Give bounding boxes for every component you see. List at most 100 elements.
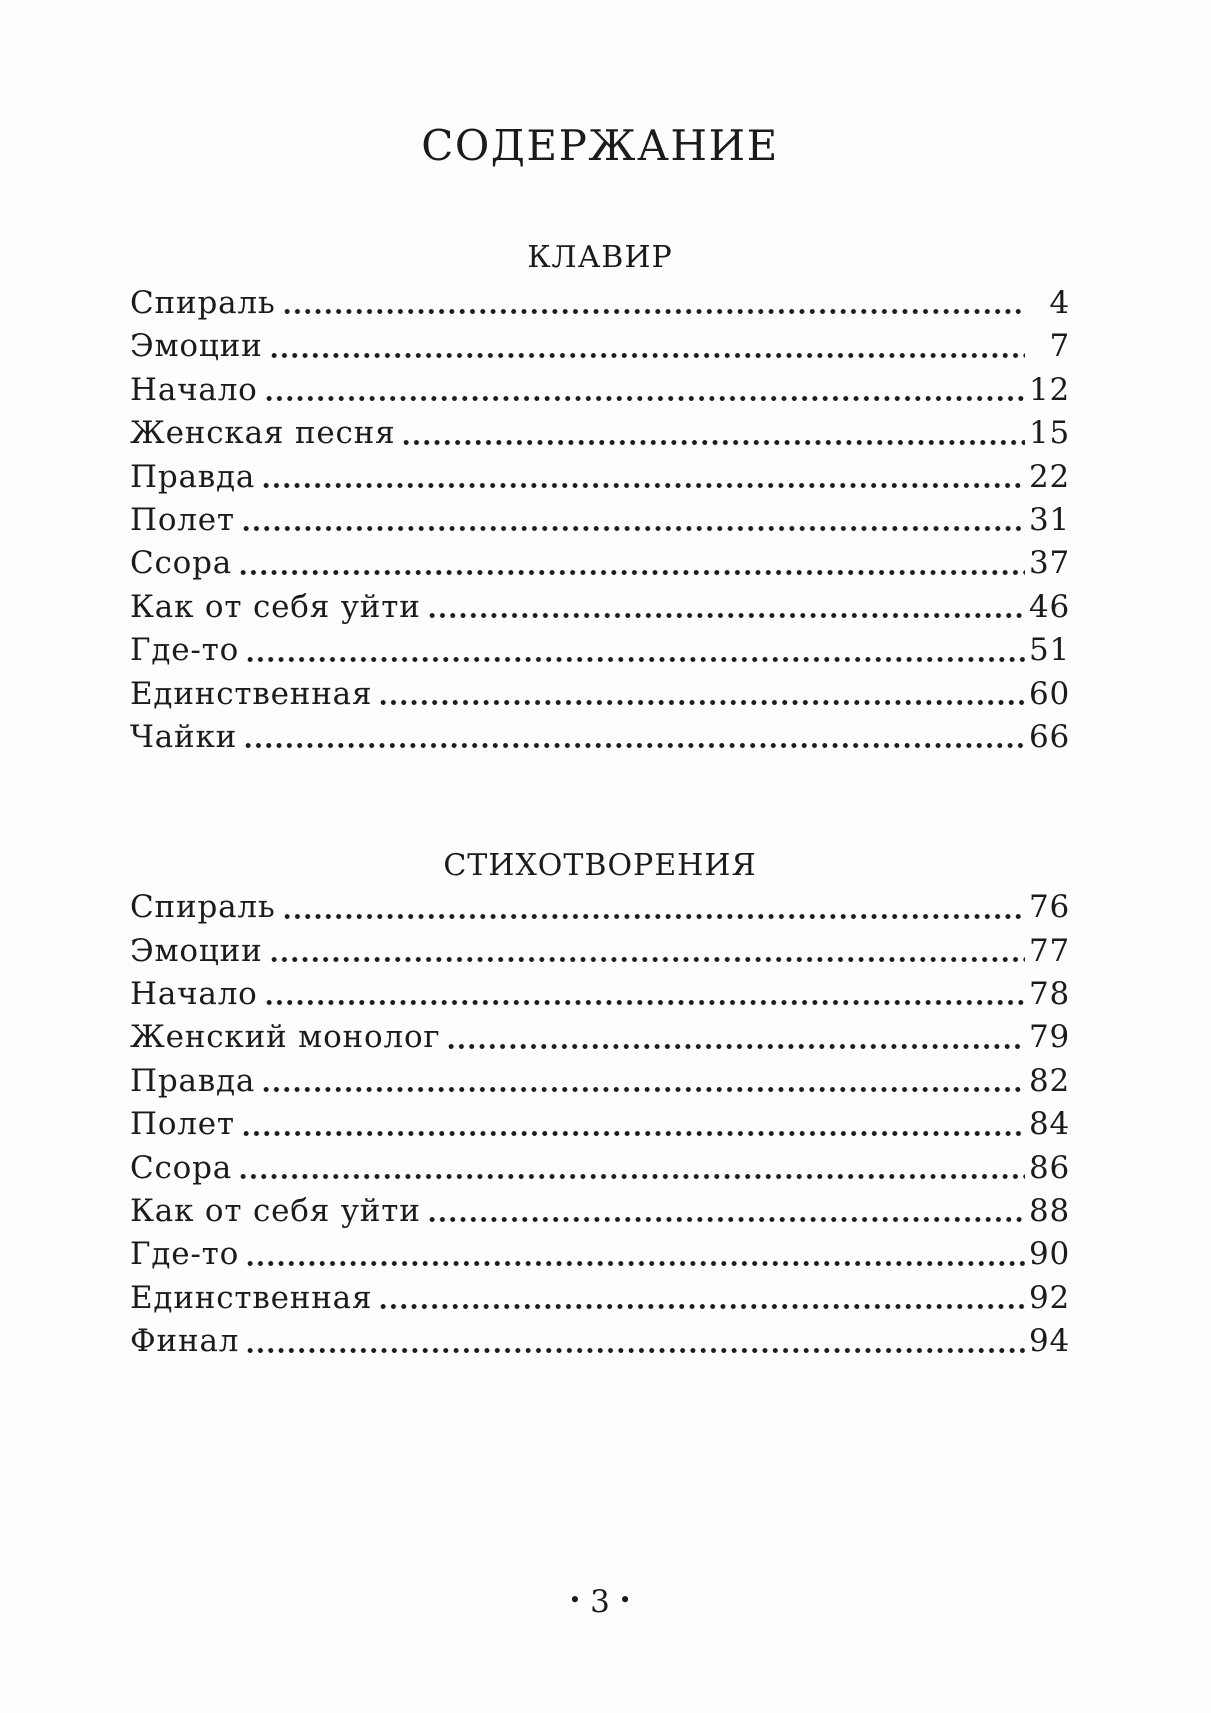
toc-entry-title: Ссора	[130, 1149, 233, 1186]
contents-page: СОДЕРЖАНИЕ КЛАВИР Спираль 4 Эмоции 7 Нач…	[130, 121, 1070, 1364]
dot-leader	[245, 629, 1025, 673]
toc-entry-page-number: 7	[1049, 328, 1070, 365]
dot-leader	[261, 1059, 1025, 1104]
toc-entry-page-number: 4	[1049, 285, 1070, 321]
dot-leader	[261, 455, 1025, 499]
toc-entry-page-number: 77	[1028, 932, 1070, 969]
toc-entry: Ссора 37	[130, 542, 1070, 586]
page-title: СОДЕРЖАНИЕ	[421, 121, 779, 170]
dot-leader	[446, 1016, 1025, 1060]
toc-entry-title: Правда	[130, 1062, 256, 1099]
dot-leader	[268, 325, 1025, 369]
toc-entry-title: Чайки	[130, 718, 238, 755]
footer-page-number: 3	[590, 1584, 610, 1620]
toc-list: Спираль 76 Эмоции 77 Начало 78 Женский м…	[130, 886, 1070, 1364]
toc-entry-page-number: 88	[1028, 1193, 1070, 1230]
toc-entry: Правда 82	[130, 1059, 1070, 1104]
toc-entry: Спираль 76	[130, 886, 1070, 930]
toc-entry-page-number: 46	[1028, 588, 1070, 625]
toc-entry: Женская песня 15	[130, 412, 1070, 456]
toc-entry-title: Женский монолог	[130, 1019, 441, 1056]
toc-entry-title: Спираль	[130, 285, 276, 321]
toc-entry: Полет 84	[130, 1103, 1070, 1147]
toc-entry: Ссора 86	[130, 1146, 1070, 1191]
footer-bullet-left: •	[568, 1588, 582, 1612]
toc-entry: Начало 78	[130, 973, 1070, 1017]
sections-container: КЛАВИР Спираль 4 Эмоции 7 Начало 12 Женс…	[130, 240, 1070, 1364]
footer-bullet-right: •	[618, 1588, 632, 1612]
dot-leader	[240, 1103, 1025, 1147]
toc-entry: Эмоции 77	[130, 929, 1070, 974]
toc-entry-page-number: 78	[1028, 976, 1070, 1013]
toc-entry: Единственная 60	[130, 672, 1070, 716]
toc-entry-title: Единственная	[130, 1279, 373, 1316]
toc-entry-title: Начало	[130, 976, 258, 1013]
toc-entry-title: Как от себя уйти	[130, 588, 421, 625]
dot-leader	[268, 929, 1025, 974]
toc-entry-page-number: 60	[1028, 675, 1070, 712]
dot-leader	[378, 672, 1025, 716]
toc-entry-title: Полет	[130, 1106, 235, 1143]
toc-entry-page-number: 31	[1028, 501, 1070, 538]
toc-entry: Полет 31	[130, 498, 1070, 543]
dot-leader	[243, 715, 1025, 760]
toc-entry: Единственная 92	[130, 1276, 1070, 1321]
toc-entry: Начало 12	[130, 368, 1070, 413]
toc-entry-page-number: 66	[1028, 718, 1070, 755]
page-number-footer: • 3 •	[130, 1583, 1070, 1619]
toc-entry-title: Ссора	[130, 545, 233, 582]
toc-entry: Эмоции 7	[130, 325, 1070, 369]
dot-leader	[281, 282, 1025, 326]
toc-entry-title: Финал	[130, 1323, 240, 1360]
toc-entry: Как от себя уйти 46	[130, 585, 1070, 630]
dot-leader	[240, 498, 1025, 543]
dot-leader	[263, 973, 1025, 1017]
toc-entry-title: Как от себя уйти	[130, 1193, 421, 1230]
toc-entry-page-number: 84	[1028, 1106, 1070, 1143]
dot-leader	[426, 1190, 1025, 1234]
toc-entry-page-number: 94	[1028, 1323, 1070, 1360]
dot-leader	[238, 542, 1025, 586]
toc-entry-page-number: 51	[1028, 632, 1070, 669]
toc-entry-title: Правда	[130, 458, 256, 495]
toc-entry: Спираль 4	[130, 282, 1070, 326]
toc-entry: Как от себя уйти 88	[130, 1190, 1070, 1234]
toc-entry: Женский монолог 79	[130, 1016, 1070, 1060]
dot-leader	[245, 1233, 1025, 1277]
toc-entry-page-number: 79	[1028, 1019, 1070, 1056]
toc-entry: Где-то 90	[130, 1233, 1070, 1277]
toc-entry-page-number: 76	[1028, 889, 1070, 926]
dot-leader	[401, 412, 1025, 456]
toc-entry: Финал 94	[130, 1320, 1070, 1364]
toc-entry-page-number: 22	[1028, 458, 1070, 495]
toc-entry: Где-то 51	[130, 629, 1070, 673]
toc-entry-title: Эмоции	[130, 328, 263, 365]
toc-list: Спираль 4 Эмоции 7 Начало 12 Женская пес…	[130, 282, 1070, 760]
toc-entry-title: Эмоции	[130, 932, 263, 969]
toc-entry-page-number: 86	[1028, 1149, 1070, 1186]
toc-entry-page-number: 12	[1028, 371, 1070, 408]
dot-leader	[281, 886, 1025, 930]
toc-section: СТИХОТВОРЕНИЯ Спираль 76 Эмоции 77 Начал…	[130, 848, 1070, 1364]
dot-leader	[238, 1146, 1025, 1191]
toc-entry-title: Женская песня	[130, 415, 396, 452]
section-heading: КЛАВИР	[527, 240, 673, 275]
toc-entry-title: Спираль	[130, 889, 276, 926]
toc-entry-title: Где-то	[130, 632, 240, 669]
toc-entry-title: Начало	[130, 371, 258, 408]
toc-entry: Чайки 66	[130, 715, 1070, 760]
toc-entry-page-number: 90	[1028, 1236, 1070, 1273]
toc-entry-page-number: 82	[1028, 1062, 1070, 1099]
toc-entry-title: Где-то	[130, 1236, 240, 1273]
dot-leader	[263, 368, 1025, 413]
section-heading: СТИХОТВОРЕНИЯ	[443, 848, 757, 884]
toc-entry-page-number: 15	[1028, 415, 1070, 452]
toc-entry-page-number: 92	[1028, 1279, 1070, 1316]
dot-leader	[426, 585, 1025, 630]
toc-section: КЛАВИР Спираль 4 Эмоции 7 Начало 12 Женс…	[130, 240, 1070, 760]
dot-leader	[378, 1276, 1025, 1321]
toc-entry-page-number: 37	[1028, 545, 1070, 582]
toc-entry-title: Полет	[130, 501, 235, 538]
dot-leader	[245, 1320, 1025, 1364]
